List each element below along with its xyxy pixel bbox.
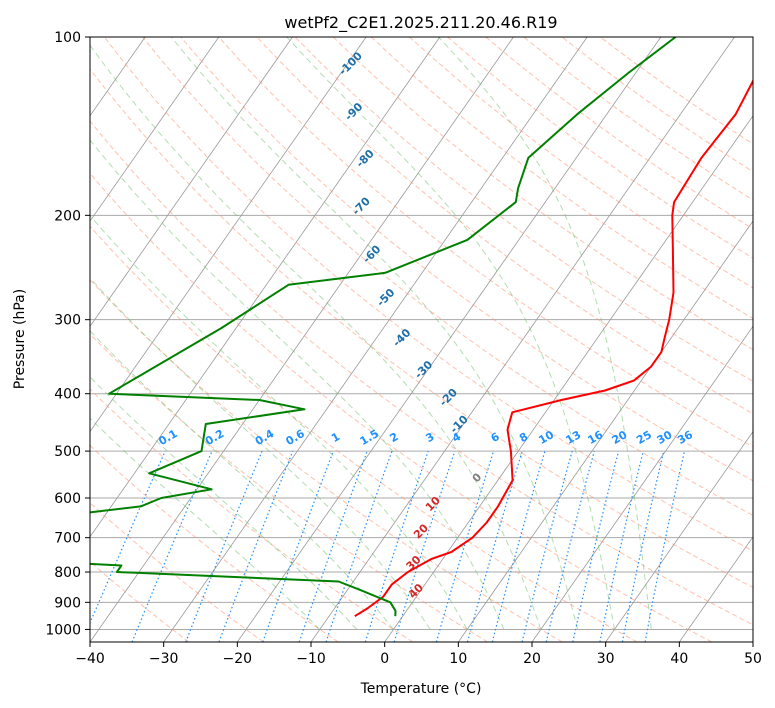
- y-axis-title: Pressure (hPa): [12, 289, 28, 389]
- dry-adiabat-line: [370, 37, 753, 320]
- dry-adiabat-line: [142, 37, 753, 517]
- x-tick-label: −10: [296, 651, 326, 667]
- mixing-ratio-line: [545, 450, 595, 642]
- moist-adiabat-line: [90, 214, 468, 630]
- plot-area: [90, 37, 753, 642]
- y-tick-label: 500: [54, 444, 81, 460]
- dry-adiabat-line: [90, 561, 190, 642]
- x-tick-label: −20: [223, 651, 253, 667]
- isotherm-line: [458, 220, 753, 642]
- y-tick-label: 700: [54, 531, 81, 547]
- isotherm-line: [163, 37, 588, 642]
- isotherm-line: [90, 37, 367, 433]
- moist-adiabat-line: [90, 330, 394, 630]
- mixing-ratio-line: [572, 450, 620, 642]
- isotherm-line: [90, 37, 293, 327]
- isotherm-line: [679, 536, 753, 642]
- dry-adiabat-line: [90, 120, 753, 626]
- mixing-ratio-line: [262, 450, 334, 642]
- isotherm-line: [605, 430, 753, 642]
- moist-adiabat-line: [90, 376, 357, 630]
- moist-adiabat-line: [286, 37, 615, 630]
- dry-adiabat-line: [180, 37, 753, 482]
- moist-adiabat-line: [90, 277, 431, 630]
- isotherm-line: [531, 325, 753, 642]
- y-tick-label: 400: [54, 387, 81, 403]
- y-tick-label: 600: [54, 491, 81, 507]
- background-grid: [90, 37, 753, 642]
- isotherm-line: [90, 37, 441, 538]
- isotherm-line: [90, 37, 514, 642]
- mixing-ratio-line: [491, 450, 546, 642]
- mixing-ratio-line: [218, 450, 294, 642]
- dry-adiabat-line: [90, 172, 712, 642]
- mixing-ratio-line: [325, 450, 393, 642]
- dry-adiabat-line: [90, 388, 414, 642]
- profile-lines: [90, 37, 753, 618]
- x-tick-label: −40: [75, 651, 105, 667]
- isotherm-line: [310, 37, 735, 642]
- x-tick-label: 10: [449, 651, 467, 667]
- x-tick-label: −30: [149, 651, 179, 667]
- dry-adiabat-line: [332, 37, 753, 351]
- temperature-profile: [354, 78, 753, 618]
- mixing-ratio-line: [521, 450, 573, 642]
- moist-adiabat-line: [90, 44, 542, 630]
- x-tick-label: 50: [744, 651, 762, 667]
- x-tick-label: 20: [523, 651, 541, 667]
- y-axis-ticks: 100 200 300 400 500 600 700 800 900 1000: [45, 30, 90, 638]
- isotherm-line: [384, 115, 753, 642]
- y-tick-label: 1000: [45, 622, 81, 638]
- moist-adiabat-line: [438, 37, 652, 630]
- mixing-ratio-line: [185, 450, 263, 642]
- dry-adiabat-line: [90, 278, 563, 642]
- isotherm-line: [237, 37, 662, 642]
- isotherm-line: [90, 37, 220, 222]
- mixing-ratio-line: [90, 450, 166, 625]
- y-tick-label: 900: [54, 595, 81, 611]
- mixing-ratio-line: [466, 450, 523, 642]
- y-tick-label: 200: [54, 208, 81, 224]
- y-tick-label: 800: [54, 565, 81, 581]
- dry-adiabat-line: [90, 68, 753, 589]
- x-axis-title: Temperature (°C): [360, 681, 482, 697]
- mixing-ratio-line: [131, 450, 213, 642]
- x-tick-label: 40: [670, 651, 688, 667]
- x-tick-label: 30: [597, 651, 615, 667]
- dry-adiabat-line: [218, 37, 753, 448]
- chart-title: wetPf2_C2E1.2025.211.20.46.R19: [284, 13, 557, 33]
- mixing-ratio-line: [621, 450, 665, 642]
- plot-frame: [89, 36, 754, 643]
- dewpoint-profile: [90, 37, 677, 617]
- mixing-ratio-line: [364, 450, 429, 642]
- y-tick-label: 300: [54, 313, 81, 329]
- mixing-ratio-line: [298, 450, 368, 642]
- moist-adiabat-line: [90, 417, 321, 630]
- x-axis-ticks: −40 −30 −20 −10 0 10 20 30 40 50: [75, 642, 762, 667]
- dry-adiabat-line: [104, 37, 753, 552]
- moist-adiabat-line: [90, 139, 505, 630]
- mixing-ratio-line: [599, 450, 644, 642]
- dry-adiabat-line: [90, 333, 488, 642]
- x-tick-label: 0: [380, 651, 389, 667]
- mixing-ratio-line: [435, 450, 495, 642]
- moist-adiabat-line: [170, 37, 579, 630]
- y-tick-label: 100: [54, 30, 81, 46]
- mixing-ratio-line: [393, 450, 456, 642]
